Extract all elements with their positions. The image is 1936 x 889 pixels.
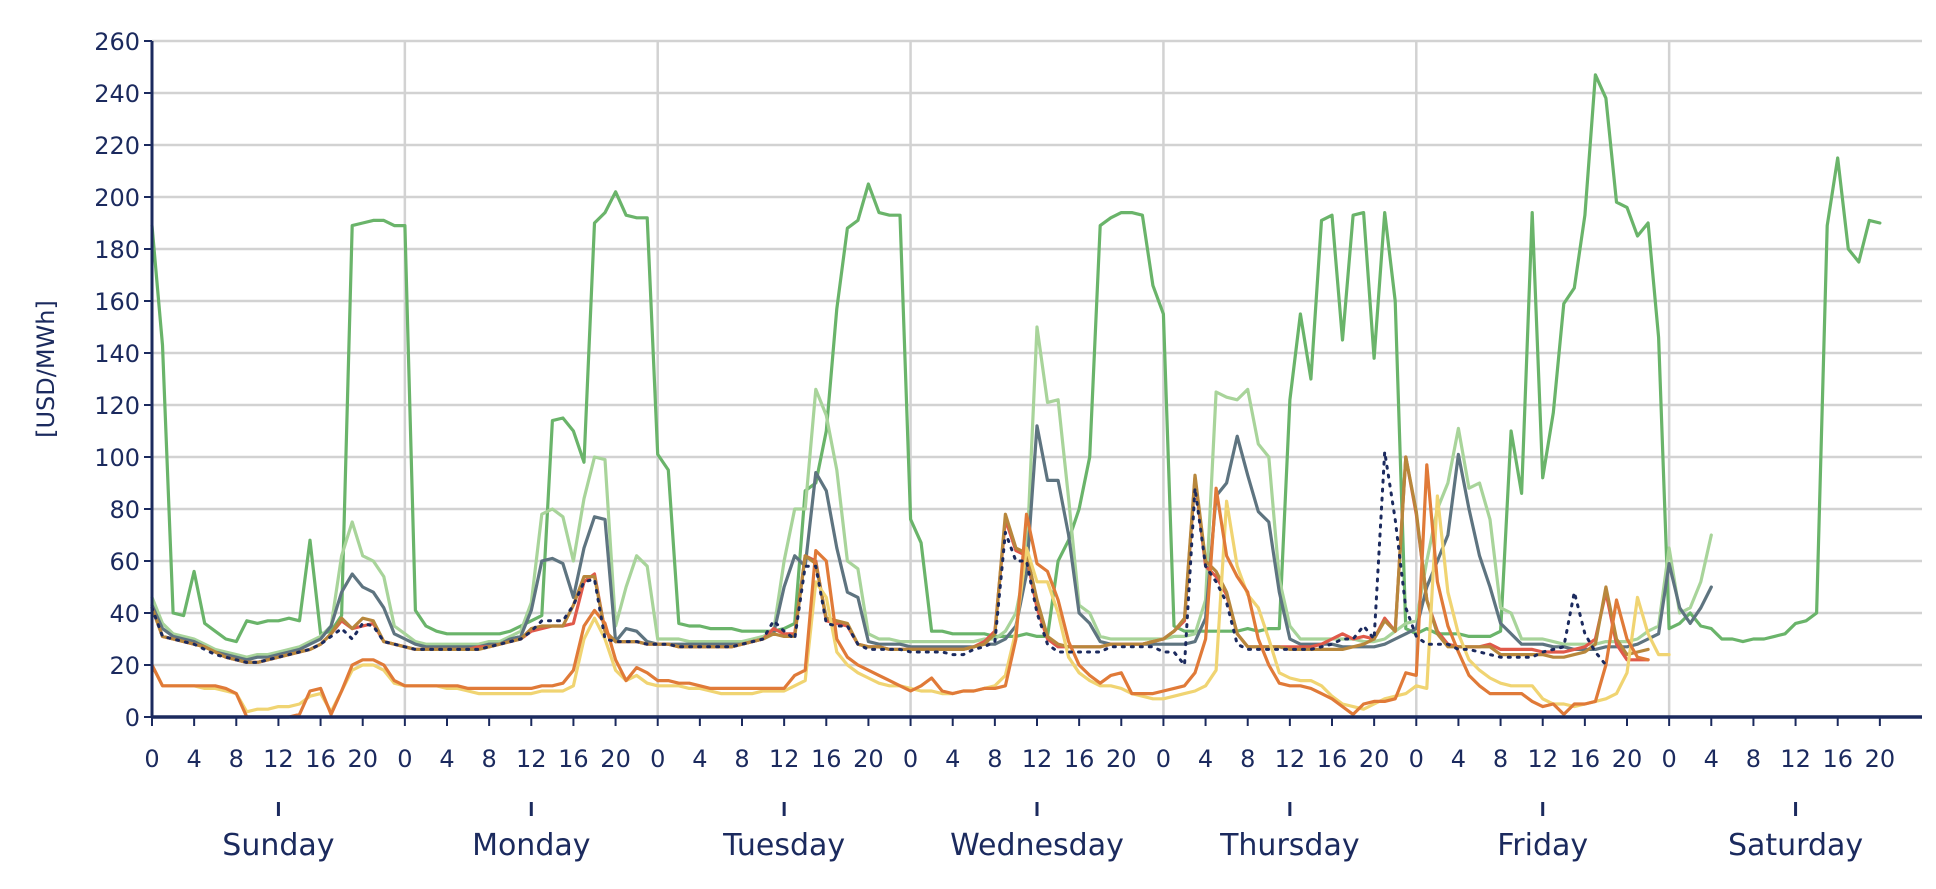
series-lines bbox=[150, 73, 1882, 719]
y-tick-label: 140 bbox=[94, 340, 140, 368]
series-line bbox=[150, 463, 1650, 719]
x-hour-tick-label: 20 bbox=[1865, 745, 1896, 773]
x-hour-tick-label: 4 bbox=[1704, 745, 1719, 773]
series-line bbox=[150, 325, 1713, 659]
x-hour-tick-label: 16 bbox=[1822, 745, 1853, 773]
x-hour-tick-label: 16 bbox=[1570, 745, 1601, 773]
x-hour-tick-label: 8 bbox=[1746, 745, 1761, 773]
y-tick-label: 180 bbox=[94, 236, 140, 264]
x-hour-tick-label: 12 bbox=[1022, 745, 1053, 773]
x-hour-tick-label: 0 bbox=[1156, 745, 1171, 773]
day-label: Sunday bbox=[222, 828, 334, 863]
x-hour-tick-label: 4 bbox=[945, 745, 960, 773]
x-hour-tick-label: 12 bbox=[516, 745, 547, 773]
x-hour-tick-label: 12 bbox=[1275, 745, 1306, 773]
x-hour-tick-label: 16 bbox=[1064, 745, 1095, 773]
y-tick-label: 60 bbox=[109, 548, 140, 576]
x-hour-tick-label: 8 bbox=[229, 745, 244, 773]
y-tick-label: 260 bbox=[94, 28, 140, 56]
y-tick-label: 160 bbox=[94, 288, 140, 316]
x-hour-tick-label: 0 bbox=[1409, 745, 1424, 773]
x-hour-tick-label: 20 bbox=[600, 745, 631, 773]
x-hour-tick-label: 8 bbox=[1240, 745, 1255, 773]
x-hour-tick-label: 12 bbox=[263, 745, 294, 773]
x-hour-tick-label: 12 bbox=[769, 745, 800, 773]
day-label: Tuesday bbox=[722, 828, 845, 863]
x-hour-tick-label: 0 bbox=[144, 745, 159, 773]
day-label: Saturday bbox=[1728, 828, 1863, 863]
x-hour-tick-label: 4 bbox=[1451, 745, 1466, 773]
day-label: Thursday bbox=[1219, 828, 1360, 863]
x-hour-tick-label: 20 bbox=[1106, 745, 1137, 773]
x-hour-tick-label: 8 bbox=[482, 745, 497, 773]
y-tick-label: 120 bbox=[94, 392, 140, 420]
day-label: Monday bbox=[472, 828, 590, 863]
x-hour-tick-label: 0 bbox=[903, 745, 918, 773]
x-hour-tick-label: 4 bbox=[439, 745, 454, 773]
day-label: Wednesday bbox=[950, 828, 1124, 863]
series-line bbox=[150, 450, 1608, 667]
y-tick-label: 240 bbox=[94, 80, 140, 108]
x-hour-tick-label: 20 bbox=[1612, 745, 1643, 773]
series-line bbox=[150, 73, 1882, 644]
x-hour-tick-label: 16 bbox=[305, 745, 336, 773]
x-hour-tick-label: 4 bbox=[692, 745, 707, 773]
x-hour-tick-label: 12 bbox=[1780, 745, 1811, 773]
x-hour-tick-label: 0 bbox=[397, 745, 412, 773]
y-axis-title: [USD/MWh] bbox=[32, 300, 60, 438]
x-hour-tick-label: 0 bbox=[650, 745, 665, 773]
x-hour-tick-label: 4 bbox=[1198, 745, 1213, 773]
axes bbox=[144, 40, 1922, 816]
x-hour-tick-label: 20 bbox=[1359, 745, 1390, 773]
y-tick-label: 80 bbox=[109, 496, 140, 524]
y-tick-label: 200 bbox=[94, 184, 140, 212]
x-hour-tick-label: 8 bbox=[987, 745, 1002, 773]
x-hour-tick-label: 12 bbox=[1527, 745, 1558, 773]
x-hour-tick-label: 20 bbox=[853, 745, 884, 773]
day-label: Friday bbox=[1497, 828, 1588, 863]
y-tick-label: 100 bbox=[94, 444, 140, 472]
x-hour-tick-label: 16 bbox=[811, 745, 842, 773]
y-tick-label: 220 bbox=[94, 132, 140, 160]
x-hour-tick-label: 0 bbox=[1662, 745, 1677, 773]
x-hour-tick-label: 16 bbox=[558, 745, 589, 773]
grid-lines bbox=[152, 39, 1922, 717]
y-tick-label: 40 bbox=[109, 600, 140, 628]
x-hour-tick-label: 20 bbox=[347, 745, 378, 773]
x-hour-tick-label: 8 bbox=[1493, 745, 1508, 773]
y-tick-label: 0 bbox=[125, 704, 140, 732]
x-hour-tick-label: 16 bbox=[1317, 745, 1348, 773]
x-hour-tick-label: 8 bbox=[734, 745, 749, 773]
series-line bbox=[150, 424, 1713, 662]
x-hour-tick-label: 4 bbox=[187, 745, 202, 773]
y-tick-label: 20 bbox=[109, 652, 140, 680]
